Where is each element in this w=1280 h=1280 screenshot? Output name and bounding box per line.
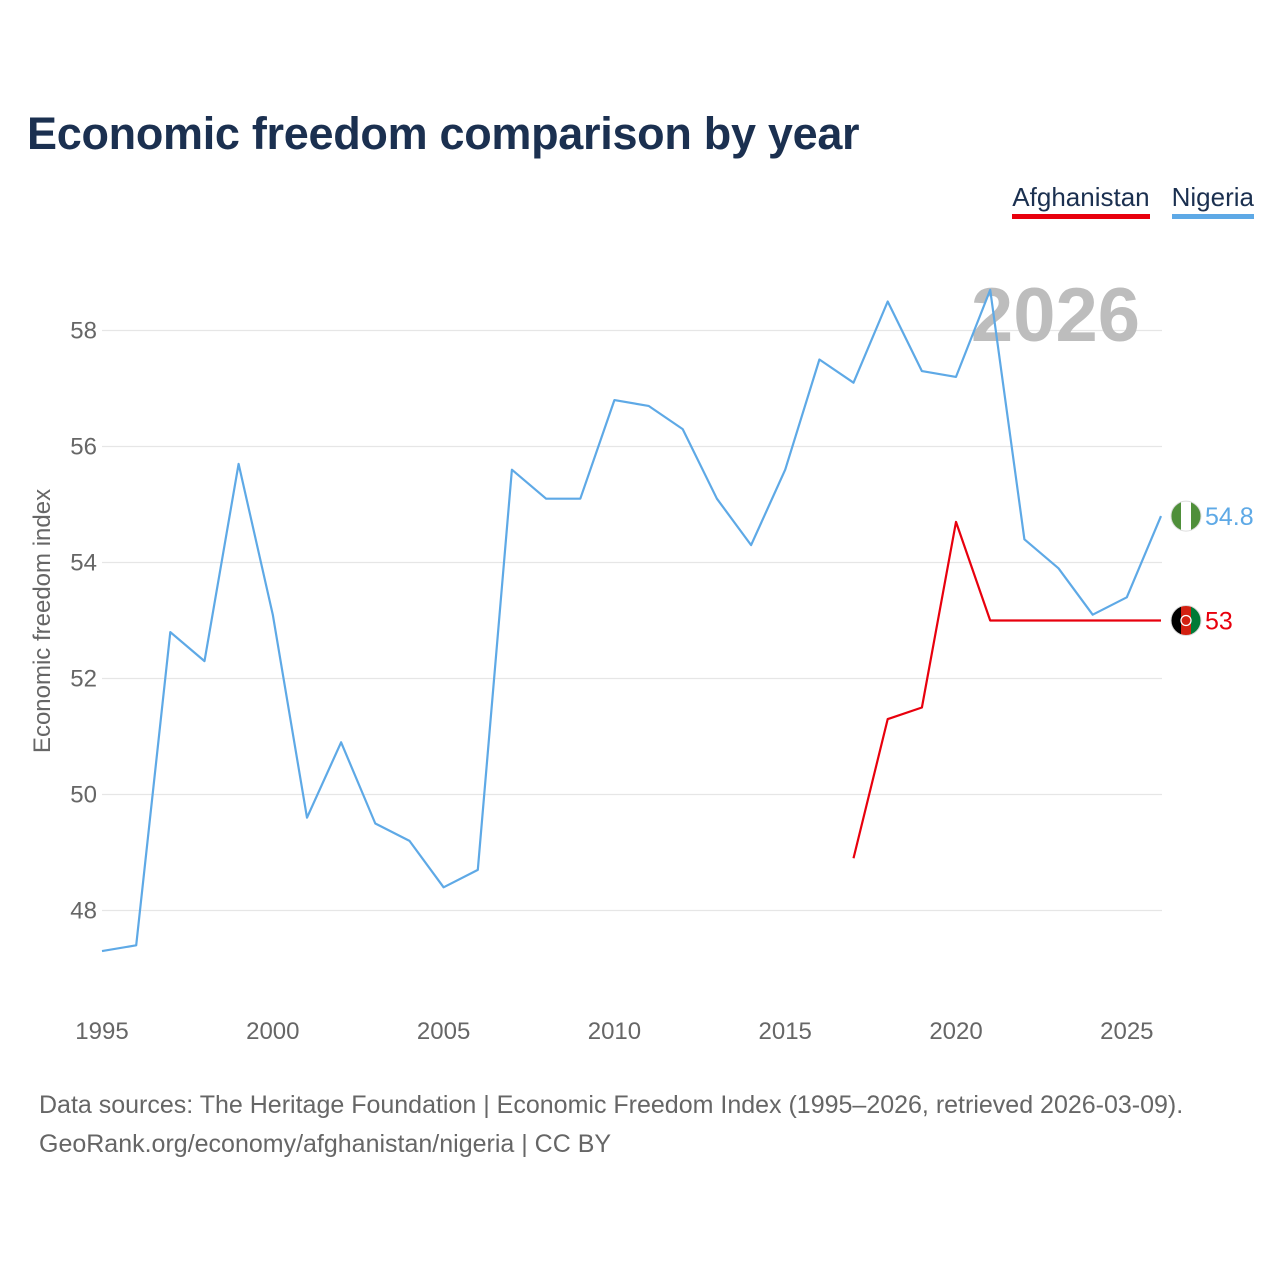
- y-tick-label: 56: [70, 434, 97, 461]
- y-tick-label: 54: [70, 550, 97, 577]
- legend: Afghanistan Nigeria: [1012, 182, 1254, 219]
- x-axis-ticks: 1995 2000 2005 2010 2015 2020 2025: [75, 1018, 1153, 1045]
- footer-source: Data sources: The Heritage Foundation | …: [39, 1091, 1184, 1119]
- x-tick-label: 2000: [246, 1018, 299, 1045]
- x-tick-label: 2025: [1100, 1018, 1153, 1045]
- x-tick-label: 1995: [75, 1018, 128, 1045]
- footer-link[interactable]: GeoRank.org/economy/afghanistan/nigeria …: [39, 1130, 612, 1158]
- y-axis-ticks: 48 50 52 54 56 58: [70, 318, 97, 925]
- x-tick-label: 2010: [588, 1018, 641, 1045]
- footer: Data sources: The Heritage Foundation | …: [39, 1086, 1183, 1164]
- y-tick-label: 58: [70, 318, 97, 345]
- current-year-watermark: 2026: [971, 273, 1140, 358]
- y-tick-label: 50: [70, 782, 97, 809]
- y-tick-label: 52: [70, 666, 97, 693]
- end-value-label-nigeria: 54.8: [1205, 503, 1254, 531]
- x-tick-label: 2020: [929, 1018, 982, 1045]
- series-line-nigeria: [101, 288, 1163, 953]
- gridlines: [102, 329, 1162, 912]
- legend-item-afghanistan[interactable]: Afghanistan: [1012, 182, 1150, 219]
- y-tick-label: 48: [70, 898, 97, 925]
- x-tick-label: 2005: [417, 1018, 470, 1045]
- y-axis-label: Economic freedom index: [29, 489, 56, 753]
- end-value-label-afghanistan: 53: [1205, 608, 1233, 636]
- afghanistan-flag-icon: [1170, 605, 1202, 636]
- x-tick-label: 2015: [759, 1018, 812, 1045]
- legend-item-nigeria[interactable]: Nigeria: [1171, 182, 1254, 219]
- line-chart: 2026 1995 2000 2005 2010 2015 2020 2025 48 50 52…: [29, 273, 1254, 1045]
- series-lines: [101, 288, 1163, 953]
- series-line-afghanistan: [852, 520, 1161, 859]
- nigeria-flag-icon: [1170, 500, 1202, 532]
- end-markers: 53 54.8: [1170, 500, 1254, 636]
- chart-title: Economic freedom comparison by year: [27, 108, 860, 159]
